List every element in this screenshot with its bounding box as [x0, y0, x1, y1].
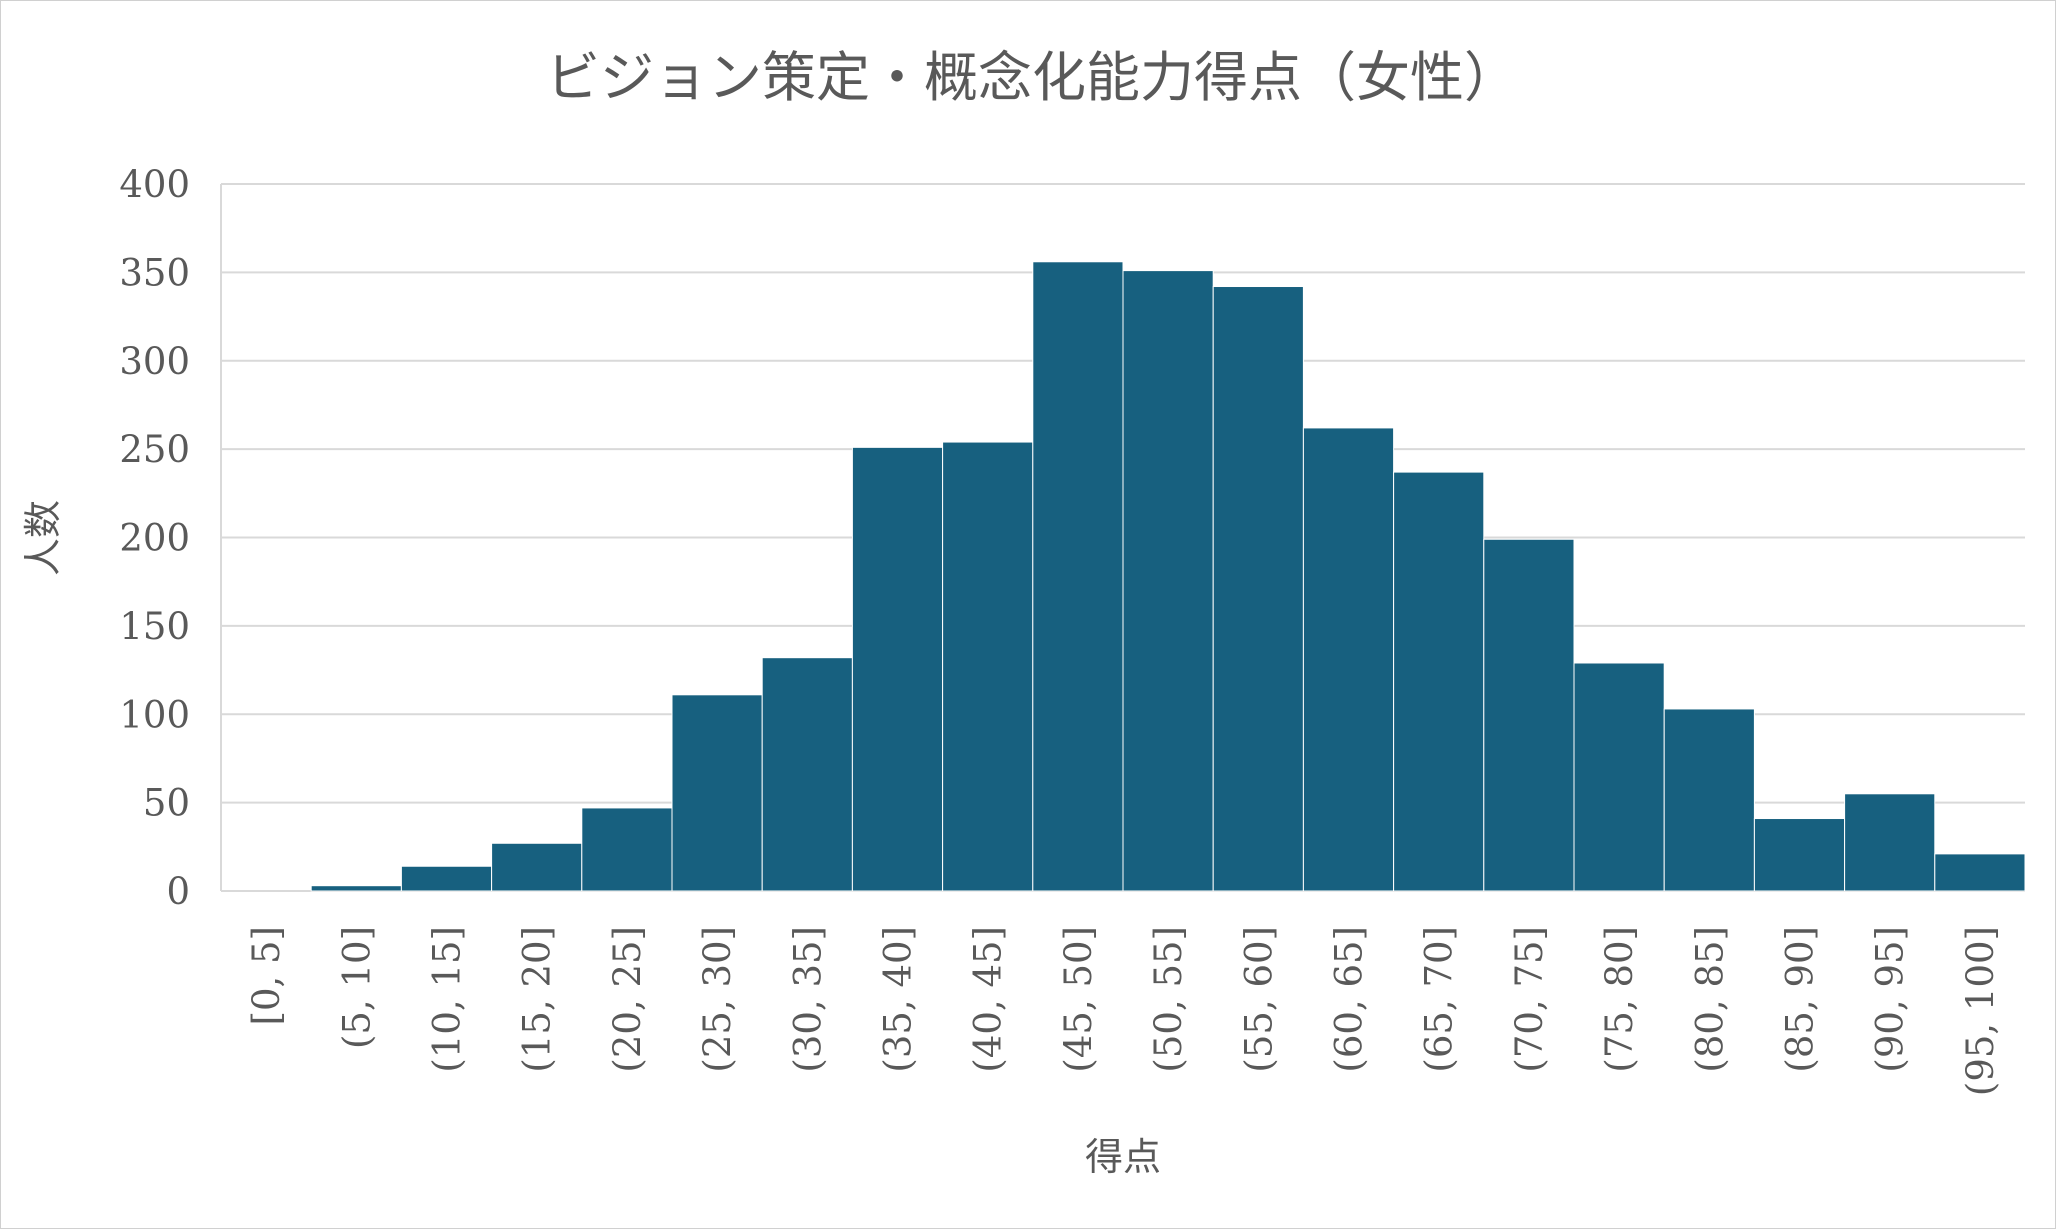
bar [1212, 286, 1304, 892]
y-axis-ticks: 0 50 100 150 200 250 300 350 400 [119, 163, 190, 913]
bar [1393, 471, 1485, 892]
x-tick-label: (20, 25] [606, 926, 649, 1073]
bar [1844, 793, 1936, 892]
x-tick-label: (55, 60] [1237, 926, 1280, 1073]
x-tick-label: [0, 5] [245, 926, 288, 1025]
x-tick-label: (35, 40] [877, 926, 920, 1073]
bar [1663, 708, 1755, 892]
x-tick-label: (45, 50] [1057, 926, 1100, 1073]
bar [1573, 662, 1665, 892]
y-axis-title: 人数 [21, 500, 65, 576]
bar [1934, 853, 2026, 892]
y-tick-label: 200 [119, 517, 190, 560]
y-tick-label: 150 [119, 605, 190, 648]
bars [310, 261, 2026, 892]
x-tick-label: (95, 100] [1959, 926, 2002, 1096]
x-tick-label: (85, 90] [1779, 926, 1822, 1073]
x-tick-label: (10, 15] [426, 926, 469, 1073]
x-tick-label: (40, 45] [967, 926, 1010, 1073]
bar [1032, 261, 1124, 892]
y-tick-label: 0 [166, 870, 190, 913]
y-tick-label: 100 [119, 693, 190, 736]
x-tick-label: (25, 30] [696, 926, 739, 1073]
bar [851, 446, 944, 892]
y-tick-label: 300 [119, 340, 190, 383]
x-tick-label: (15, 20] [516, 926, 559, 1073]
x-tick-label: (80, 85] [1688, 926, 1731, 1073]
x-tick-label: (65, 70] [1418, 926, 1461, 1073]
x-tick-label: (90, 95] [1869, 926, 1912, 1073]
x-tick-label: (50, 55] [1147, 926, 1190, 1073]
bar [310, 885, 402, 892]
x-tick-label: (5, 10] [335, 926, 378, 1049]
bar [942, 441, 1034, 892]
chart-title: ビジョン策定・概念化能力得点（女性） [546, 46, 1518, 109]
bar [1122, 270, 1214, 892]
bar [1302, 427, 1395, 892]
bar [1483, 538, 1575, 892]
y-tick-label: 350 [119, 251, 190, 294]
x-tick-label: (70, 75] [1508, 926, 1551, 1073]
bar [581, 807, 673, 892]
x-tick-label: (60, 65] [1328, 926, 1371, 1073]
y-tick-label: 250 [119, 428, 190, 471]
x-axis-ticks: [0, 5] (5, 10] (10, 15] (15, 20] (20, 25] (25… [245, 926, 2002, 1096]
bar [761, 657, 853, 892]
x-tick-label: (75, 80] [1598, 926, 1641, 1073]
x-tick-label: (30, 35] [786, 926, 829, 1073]
y-tick-label: 50 [143, 782, 190, 825]
bar [400, 865, 493, 892]
y-tick-label: 400 [119, 163, 190, 206]
bar [671, 694, 763, 892]
bar [1753, 818, 1846, 892]
x-axis-title: 得点 [1085, 1135, 1161, 1179]
bar [491, 842, 583, 892]
